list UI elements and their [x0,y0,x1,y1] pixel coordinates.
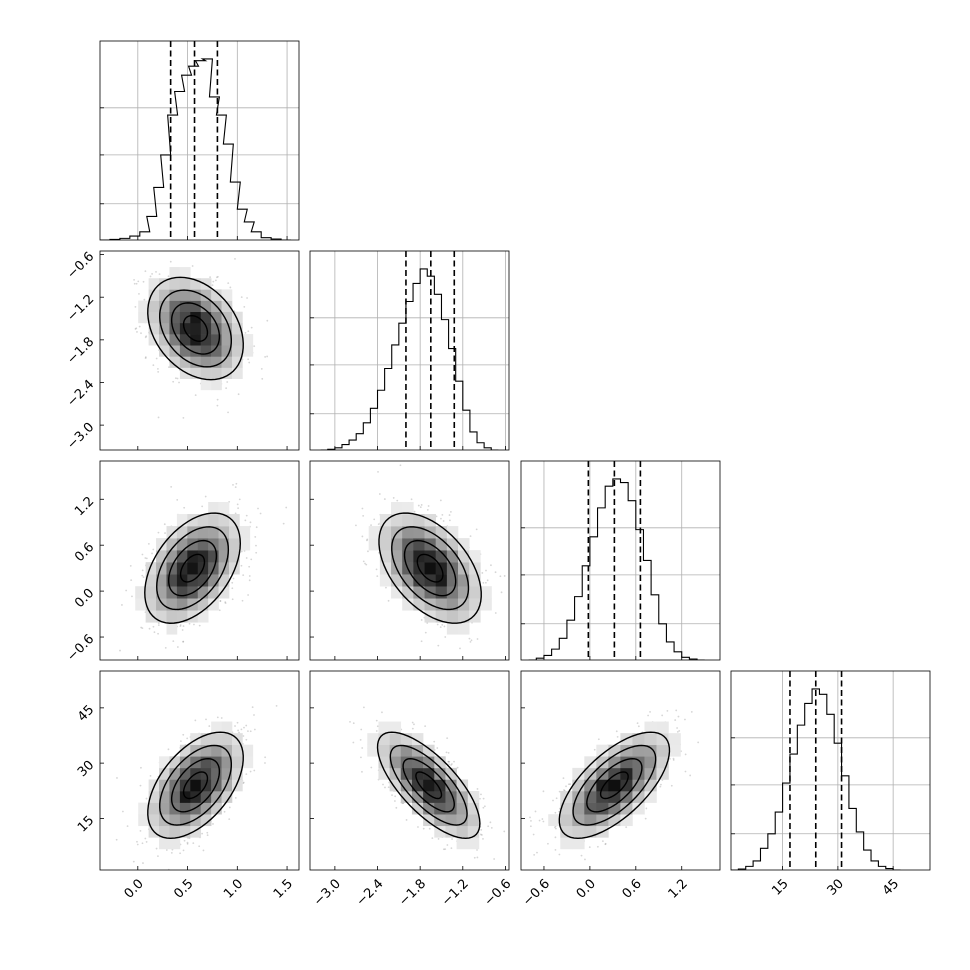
scatter-panel-1-3 [99,460,300,661]
x-tick-label: 1.2 [666,876,691,901]
y-tick-label: −3.0 [64,420,97,453]
contour-level-1 [179,553,206,583]
axes-frame [99,40,300,241]
panel-content [349,706,506,870]
x-tick-label: 45 [880,876,902,898]
axes-frame [520,460,721,661]
axes-frame [520,670,721,871]
y-tick-label: 0.6 [72,540,97,565]
density-shading [368,502,492,635]
y-tick-label: 1.2 [72,494,97,519]
contour-level-3 [389,744,468,826]
axes-frame [309,250,510,451]
x-tick-label: −0.6 [482,876,515,909]
contour-level-1 [599,771,629,800]
axes-frame [99,670,300,871]
y-tick-label: −2.4 [64,377,97,410]
contour-level-4 [144,512,241,624]
contour-level-4 [558,731,671,840]
x-tick-label: −1.2 [439,876,472,909]
scatter-panel-1-4 [99,670,300,871]
x-tick-label: 1.0 [221,876,246,901]
axes-frame [99,460,300,661]
y-tick-label: −1.8 [64,335,97,368]
panel-content [115,704,278,870]
panel-content [355,464,506,650]
scatter-panel-2-3 [309,460,510,661]
contour-level-4 [378,512,482,624]
contour-level-1 [182,314,209,342]
x-tick-label: 0.0 [122,876,147,901]
y-tick-label: −0.6 [64,249,97,282]
y-tick-label: −1.2 [64,292,97,325]
histogram-step-line [731,688,901,870]
x-tick-label: −2.4 [354,876,387,909]
scatter-panel-2-4 [309,670,510,871]
histogram-panel-3 [520,460,721,661]
y-tick-label: 15 [75,813,97,835]
contour-level-2 [402,758,455,813]
x-tick-label: 15 [769,876,791,898]
axes-frame [309,670,510,871]
contour-level-2 [403,539,457,597]
histogram-panel-2 [309,250,510,451]
x-tick-label: 30 [825,876,847,898]
contour-level-1 [182,771,209,800]
y-tick-label: 30 [75,758,97,780]
axes-frame [99,250,300,451]
y-tick-label: 45 [75,703,97,725]
x-tick-label: 1.5 [271,876,296,901]
contour-level-3 [159,744,233,826]
histogram-step-line [320,268,499,450]
y-tick-label: −0.6 [64,632,97,665]
contour-level-3 [156,526,230,611]
contour-level-3 [391,526,470,611]
panel-content [529,709,700,861]
x-tick-label: 0.5 [171,876,196,901]
contour-level-3 [159,289,233,368]
contour-level-4 [376,731,481,840]
x-tick-label: −3.0 [311,876,344,909]
axes-frame [730,670,931,871]
contour-level-4 [147,731,244,840]
contour-level-2 [170,758,221,813]
x-tick-label: 0.0 [574,876,599,901]
histogram-panel-1 [99,40,300,241]
density-shading [138,267,254,391]
histogram-panel-4 [730,670,931,871]
axes-frame [309,460,510,661]
contour-level-2 [586,758,643,813]
plot-cells [99,40,931,871]
scatter-panel-1-2 [99,250,300,451]
panel-content [119,482,288,652]
y-tick-label: 0.0 [72,586,97,611]
scatter-panel-3-4 [520,670,721,871]
x-tick-label: 0.6 [620,876,645,901]
contour-level-3 [572,744,657,826]
contour-level-2 [167,539,218,597]
contour-level-1 [415,771,443,800]
x-tick-label: −1.8 [396,876,429,909]
histogram-step-line [100,58,292,240]
contour-level-4 [147,276,244,381]
histogram-step-line [528,478,705,660]
contour-level-2 [170,302,221,355]
panel-content [133,257,269,419]
density-shading [367,721,480,850]
x-tick-label: −0.6 [520,876,553,909]
contour-level-1 [416,553,444,583]
